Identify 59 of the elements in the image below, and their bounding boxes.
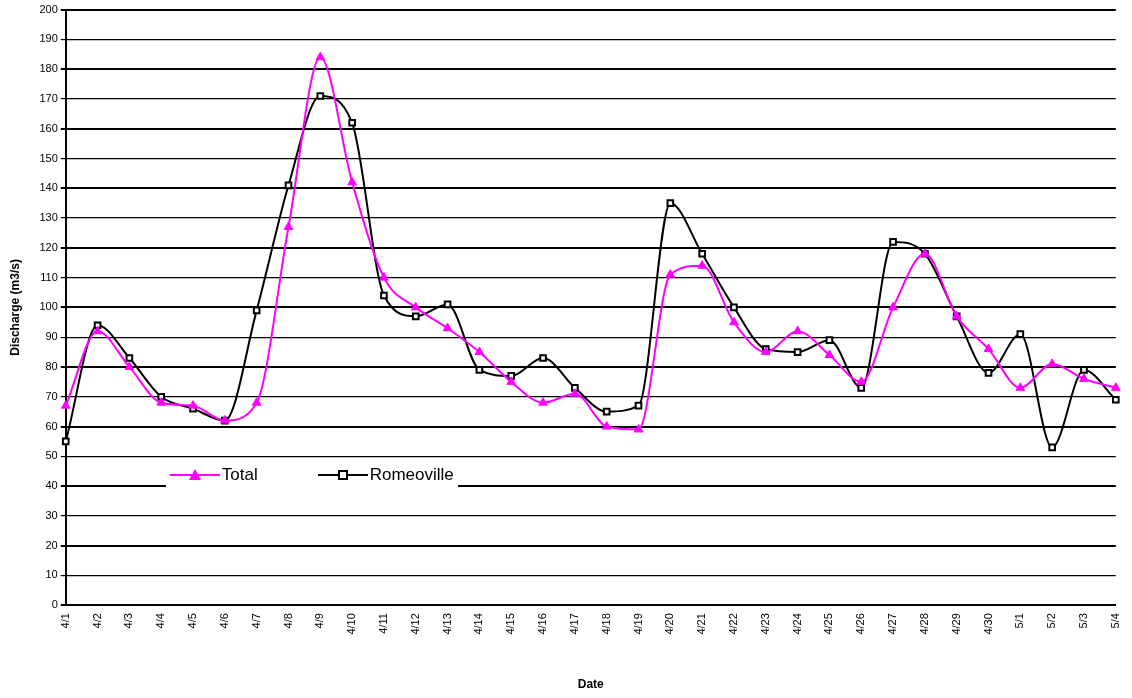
x-tick-label: 4/21 bbox=[695, 613, 708, 635]
x-tick-label: 5/2 bbox=[1045, 613, 1058, 629]
y-tick-label: 110 bbox=[40, 270, 58, 283]
x-tick-label: 4/29 bbox=[949, 613, 962, 635]
x-tick-label: 4/24 bbox=[790, 613, 803, 635]
x-tick-label: 4/19 bbox=[631, 613, 644, 635]
y-tick-label: 190 bbox=[39, 32, 58, 45]
x-tick-label: 4/4 bbox=[154, 613, 167, 629]
x-tick-label: 4/10 bbox=[345, 613, 358, 635]
y-tick-label: 30 bbox=[45, 508, 58, 521]
y-tick-label: 180 bbox=[39, 62, 58, 75]
x-tick-label: 4/30 bbox=[981, 613, 994, 635]
y-tick-label: 140 bbox=[39, 181, 58, 194]
x-tick-label: 4/1 bbox=[58, 613, 71, 629]
x-tick-label: 4/13 bbox=[440, 613, 453, 635]
x-tick-label: 4/25 bbox=[822, 613, 835, 635]
y-tick-label: 160 bbox=[39, 121, 58, 134]
legend-label: Romeoville bbox=[369, 465, 454, 486]
x-tick-label: 4/7 bbox=[249, 613, 262, 629]
x-tick-label: 4/23 bbox=[758, 613, 771, 635]
y-tick-label: 130 bbox=[39, 211, 58, 224]
x-tick-label: 4/17 bbox=[567, 613, 580, 635]
x-tick-label: 4/14 bbox=[472, 613, 485, 635]
y-tick-label: 50 bbox=[45, 449, 58, 462]
y-tick-label: 10 bbox=[45, 568, 58, 581]
x-tick-label: 4/28 bbox=[917, 613, 930, 635]
y-axis-title: Discharge (m3/s) bbox=[7, 259, 22, 356]
x-tick-label: 5/3 bbox=[1077, 613, 1090, 629]
x-tick-label: 4/2 bbox=[90, 613, 103, 629]
y-tick-label: 60 bbox=[45, 419, 58, 432]
x-tick-label: 4/5 bbox=[186, 613, 199, 629]
y-tick-label: 20 bbox=[45, 538, 58, 551]
x-tick-label: 4/15 bbox=[504, 613, 517, 635]
y-tick-label: 120 bbox=[39, 240, 58, 253]
y-tick-label: 100 bbox=[39, 300, 58, 313]
x-tick-label: 4/3 bbox=[122, 613, 135, 629]
y-tick-label: 200 bbox=[39, 2, 58, 15]
x-tick-label: 4/26 bbox=[854, 613, 867, 635]
x-tick-label: 4/18 bbox=[599, 613, 612, 635]
y-tick-label: 170 bbox=[39, 91, 58, 104]
x-tick-label: 4/20 bbox=[663, 613, 676, 635]
y-tick-label: 150 bbox=[39, 151, 58, 164]
legend-label: Total bbox=[221, 465, 258, 486]
x-axis-title: Date bbox=[577, 677, 605, 692]
x-tick-label: 4/22 bbox=[727, 613, 739, 635]
x-tick-label: 4/6 bbox=[217, 613, 230, 629]
x-tick-label: 4/16 bbox=[536, 613, 549, 635]
y-tick-label: 40 bbox=[45, 479, 58, 492]
x-tick-label: 4/8 bbox=[281, 613, 294, 629]
y-tick-label: 0 bbox=[51, 598, 58, 611]
y-tick-label: 90 bbox=[45, 330, 58, 343]
x-tick-label: 5/1 bbox=[1013, 613, 1026, 629]
x-tick-label: 4/12 bbox=[408, 613, 421, 635]
x-tick-label: 4/27 bbox=[886, 613, 899, 635]
y-tick-label: 70 bbox=[45, 389, 58, 402]
y-tick-label: 80 bbox=[45, 359, 58, 372]
x-tick-label: 5/4 bbox=[1108, 613, 1121, 629]
x-tick-label: 4/11 bbox=[376, 613, 389, 634]
x-tick-label: 4/9 bbox=[313, 613, 326, 629]
